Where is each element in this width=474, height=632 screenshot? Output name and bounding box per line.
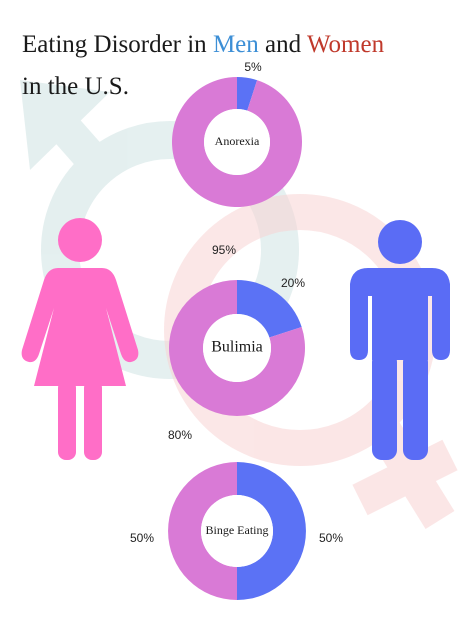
chart-title: Eating Disorder in Men and Women	[22, 31, 385, 58]
chart-title-line2: in the U.S.	[22, 73, 129, 100]
value-label: 50%	[319, 531, 343, 545]
donut-segment	[171, 77, 302, 207]
donut-segment	[168, 462, 237, 600]
value-label: 5%	[244, 60, 262, 74]
woman-figure	[21, 218, 139, 460]
donut-hole	[203, 314, 271, 382]
donut-center-label: Bulimia	[211, 339, 263, 356]
man-figure	[350, 220, 450, 460]
donut-center-label: Anorexia	[215, 134, 260, 148]
donut-segment	[237, 77, 258, 111]
title-part: Eating Disorder in	[22, 31, 207, 58]
value-label: 95%	[212, 243, 236, 257]
title-part: Women	[307, 31, 385, 58]
donut-segment	[237, 462, 306, 600]
value-label: 20%	[281, 276, 305, 290]
value-label: 80%	[168, 428, 192, 442]
title-part: Men	[213, 31, 259, 58]
donut-hole	[204, 109, 270, 175]
donut-center-label: Binge Eating	[206, 523, 269, 537]
donut-segment	[169, 280, 305, 416]
donut-segment	[237, 280, 302, 338]
donut-hole	[201, 495, 273, 567]
value-label: 50%	[130, 531, 154, 545]
title-part: and	[265, 31, 302, 58]
